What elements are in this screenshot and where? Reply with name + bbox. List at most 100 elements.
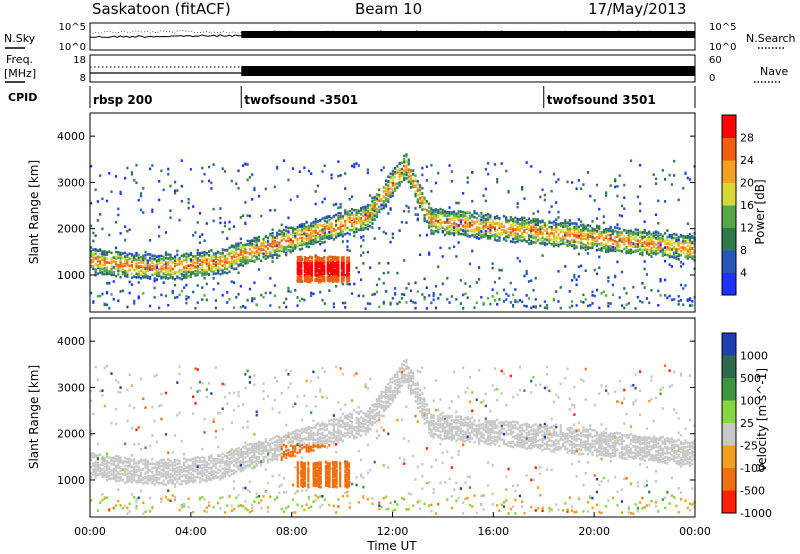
echo-cell: [319, 268, 322, 272]
echo-cell: [310, 505, 313, 509]
echo-cell: [366, 223, 369, 227]
echo-cell: [557, 235, 560, 238]
echo-cell: [187, 201, 190, 205]
echo-cell: [330, 259, 333, 263]
echo-cell: [421, 173, 424, 177]
echo-cell: [648, 230, 651, 234]
echo-cell: [453, 219, 456, 223]
echo-cell: [387, 187, 390, 191]
echo-cell: [214, 306, 217, 310]
echo-cell: [108, 233, 111, 237]
echo-cell: [214, 263, 217, 267]
echo-cell: [414, 174, 417, 177]
echo-cell: [266, 247, 270, 250]
echo-cell: [561, 242, 565, 245]
echo-cell: [114, 459, 118, 463]
echo-cell: [339, 233, 342, 237]
echo-cell: [446, 225, 449, 229]
echo-cell: [264, 444, 267, 448]
echo-cell: [319, 265, 322, 269]
echo-cell: [183, 502, 186, 506]
echo-cell: [294, 454, 297, 458]
echo-cell: [344, 228, 347, 231]
echo-cell: [135, 500, 138, 504]
echo-cell: [121, 460, 124, 463]
echo-cell: [201, 286, 204, 289]
echo-cell: [146, 269, 149, 272]
echo-cell: [536, 228, 540, 232]
echo-cell: [133, 254, 136, 258]
echo-cell: [482, 216, 485, 220]
echo-cell: [332, 229, 335, 233]
echo-cell: [487, 216, 490, 219]
echo-cell: [257, 194, 261, 198]
echo-cell: [575, 222, 578, 226]
echo-cell: [237, 493, 240, 497]
echo-cell: [223, 224, 227, 228]
echo-cell: [384, 193, 388, 196]
echo-cell: [260, 506, 263, 510]
echo-cell: [582, 243, 585, 246]
echo-cell: [296, 438, 299, 442]
echo-cell: [251, 297, 254, 300]
echo-cell: [246, 214, 249, 217]
echo-cell: [219, 496, 222, 500]
echo-cell: [375, 198, 379, 202]
echo-cell: [112, 467, 115, 471]
echo-cell: [307, 277, 310, 281]
echo-cell: [636, 245, 639, 249]
echo-cell: [144, 272, 147, 276]
echo-cell: [555, 201, 558, 204]
echo-cell: [391, 232, 394, 236]
echo-cell: [185, 473, 188, 477]
echo-cell: [230, 504, 233, 508]
echo-cell: [201, 478, 204, 481]
echo-cell: [246, 460, 249, 464]
echo-cell: [316, 240, 320, 244]
echo-cell: [498, 239, 501, 242]
echo-cell: [369, 194, 372, 197]
echo-cell: [371, 218, 374, 221]
echo-cell: [691, 234, 694, 238]
echo-cell: [155, 274, 158, 277]
echo-cell: [319, 223, 322, 227]
echo-cell: [196, 266, 199, 269]
echo-cell: [348, 228, 351, 232]
echo-cell: [130, 469, 134, 473]
echo-cell: [670, 234, 673, 237]
echo-cell: [303, 242, 306, 245]
echo-cell: [139, 269, 143, 273]
echo-cell: [446, 276, 449, 280]
echo-cell: [591, 294, 594, 297]
echo-cell: [518, 238, 521, 242]
echo-cell: [223, 260, 227, 264]
echo-cell: [523, 224, 526, 227]
echo-cell: [260, 452, 263, 456]
echo-cell: [668, 234, 671, 237]
echo-cell: [153, 462, 156, 466]
echo-cell: [316, 432, 320, 436]
echo-cell: [541, 254, 544, 257]
echo-cell: [169, 478, 172, 482]
echo-cell: [180, 277, 183, 281]
echo-cell: [203, 259, 206, 263]
echo-cell: [475, 232, 478, 236]
echo-cell: [403, 154, 406, 158]
echo-cell: [119, 460, 122, 464]
echo-cell: [480, 232, 483, 235]
nsearch-tick-bottom: 10^0: [709, 42, 736, 53]
echo-cell: [271, 441, 274, 444]
echo-cell: [557, 300, 560, 303]
echo-cell: [173, 498, 177, 502]
echo-cell: [310, 447, 313, 450]
echo-cell: [373, 209, 376, 212]
echo-cell: [339, 220, 342, 224]
echo-cell: [298, 265, 301, 269]
echo-cell: [128, 460, 131, 463]
echo-cell: [598, 247, 601, 251]
echo-cell: [428, 253, 431, 256]
echo-cell: [316, 236, 320, 239]
echo-cell: [532, 288, 535, 292]
echo-cell: [347, 261, 351, 265]
echo-cell: [575, 245, 578, 248]
